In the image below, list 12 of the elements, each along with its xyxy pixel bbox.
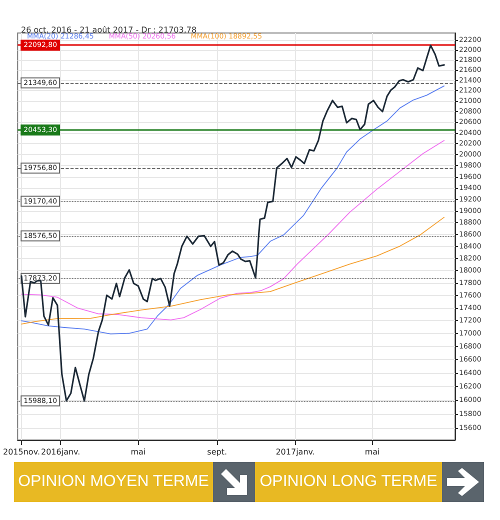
line-series xyxy=(21,216,445,325)
x-tick-label: 2016janv. xyxy=(41,448,80,456)
chart-title: 26 oct. 2016 - 21 août 2017 - Dr : 21703,78 xyxy=(21,26,197,34)
text: OPINION MOYEN TERME xyxy=(14,462,213,502)
line-series xyxy=(21,140,445,320)
x-tick-label: 2017janv. xyxy=(276,448,315,456)
line-series xyxy=(21,85,445,334)
x-tick-label: 2015nov. xyxy=(3,448,40,456)
x-tick-label: mai xyxy=(364,448,380,456)
x-tick-label: mai xyxy=(130,448,146,456)
x-tick-label: sept. xyxy=(207,448,228,456)
text: OPINION LONG TERME xyxy=(255,462,442,502)
